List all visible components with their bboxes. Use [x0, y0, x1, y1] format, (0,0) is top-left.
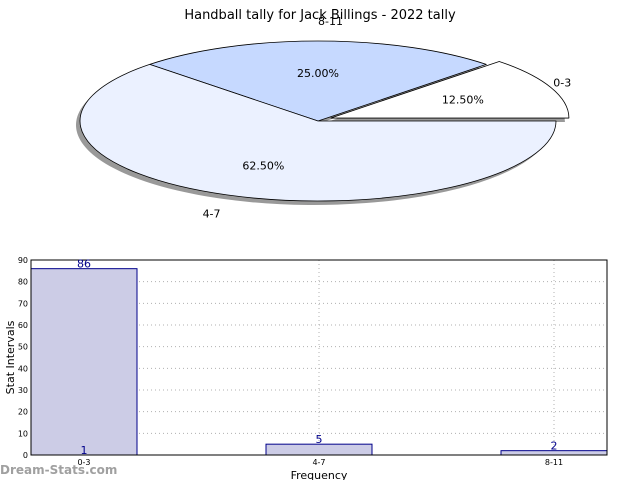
pie-chart: 0-3 12.50% 8-11 25.00% 4-7 62.50% — [76, 15, 571, 220]
pie-slice-8-11 — [149, 40, 487, 122]
watermark: Dream-Stats.com — [0, 463, 117, 477]
pie-label-0-3: 0-3 — [553, 77, 571, 90]
y-tick-label: 80 — [18, 278, 28, 287]
y-tick-label: 10 — [18, 429, 28, 438]
bar-axes-frame — [30, 259, 608, 456]
bar-inner-label-0-3: 1 — [81, 444, 88, 457]
pie-percent-0-3: 12.50% — [442, 94, 484, 107]
pie-slice-0-3 — [330, 61, 570, 119]
pie-percent-4-7: 62.50% — [242, 159, 284, 172]
pie-slice-4-7 — [79, 64, 557, 202]
bar-chart: 0 10 20 30 40 50 60 70 80 90 86 1 5 2 0-3 4-7 8-11 Freque… — [4, 256, 608, 480]
bar-value-label-0-3: 86 — [77, 258, 91, 271]
x-tick-label: 8-11 — [545, 458, 563, 467]
y-tick-label: 0 — [23, 451, 28, 460]
pie-percent-8-11: 25.00% — [297, 67, 339, 80]
bar-0-3 — [30, 268, 138, 456]
x-tick-label: 0-3 — [77, 458, 90, 467]
bar-value-label-4-7: 5 — [316, 433, 323, 446]
pie-label-8-11: 8-11 — [318, 15, 343, 28]
x-tick-label: 4-7 — [312, 458, 325, 467]
y-tick-label: 60 — [18, 321, 28, 330]
pie-label-4-7: 4-7 — [203, 207, 221, 220]
y-tick-label: 20 — [18, 408, 28, 417]
pie-title: Handball tally for Jack Billings - 2022 … — [184, 8, 456, 23]
y-tick-label: 40 — [18, 364, 28, 373]
x-axis-label: Frequency — [291, 469, 348, 480]
y-tick-label: 50 — [18, 343, 28, 352]
y-axis-label: Stat Intervals — [4, 320, 17, 394]
y-tick-label: 30 — [18, 386, 28, 395]
bar-value-label-8-11: 2 — [551, 440, 558, 453]
y-tick-label: 70 — [18, 299, 28, 308]
y-tick-label: 90 — [18, 256, 28, 265]
